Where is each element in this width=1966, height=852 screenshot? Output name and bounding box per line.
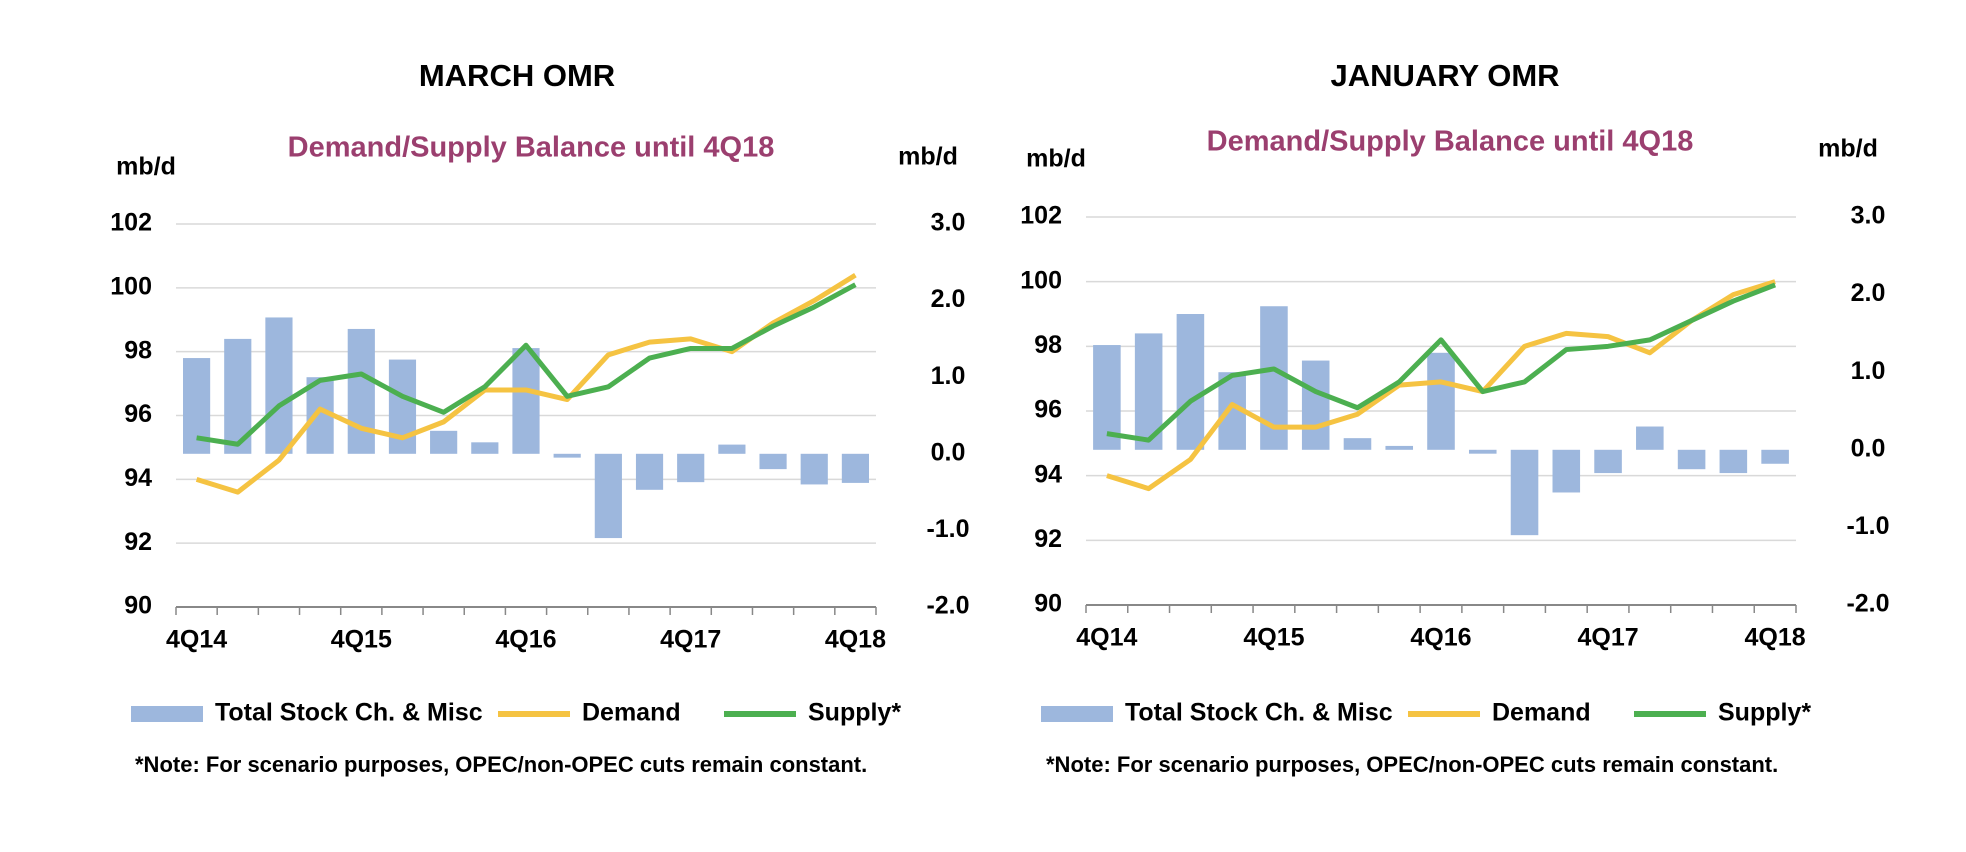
bar [1761, 449, 1789, 464]
bar [1636, 426, 1664, 450]
x-tick-label: 4Q17 [660, 626, 721, 654]
bar [800, 453, 828, 485]
bar [1385, 445, 1414, 450]
legend-label: Supply* [1718, 699, 1811, 727]
bar [512, 348, 540, 454]
legend-swatch [131, 706, 203, 722]
legend-label: Supply* [808, 699, 901, 727]
legend-swatch [1041, 706, 1113, 722]
bar [1093, 345, 1121, 450]
bar [1677, 449, 1706, 470]
chart-subtitle: Demand/Supply Balance until 4Q18 [288, 132, 775, 164]
x-tick-label: 4Q15 [1243, 624, 1304, 652]
y2-axis-label: mb/d [1818, 135, 1878, 163]
y-tick-label: 102 [1020, 202, 1062, 230]
y-tick-label: 100 [110, 272, 152, 300]
chart-title: MARCH OMR [419, 58, 615, 93]
bar [759, 453, 787, 470]
y-tick-label: 92 [1034, 525, 1062, 553]
y-tick-label: 94 [124, 464, 152, 492]
y-axis-label: mb/d [116, 153, 176, 181]
y2-tick-label: 0.0 [1851, 434, 1886, 462]
y2-tick-label: 3.0 [1851, 202, 1886, 230]
y-tick-label: 90 [124, 592, 152, 620]
y2-tick-label: 0.0 [931, 438, 966, 466]
y2-tick-label: 1.0 [931, 362, 966, 390]
y-axis-label: mb/d [1026, 145, 1086, 173]
note: *Note: For scenario purposes, OPEC/non-O… [135, 752, 867, 777]
bar [1301, 360, 1330, 450]
y-tick-label: 100 [1020, 266, 1062, 294]
bar [841, 453, 869, 483]
chart-subtitle: Demand/Supply Balance until 4Q18 [1207, 126, 1694, 158]
bar [1719, 449, 1748, 474]
y-tick-label: 90 [1034, 590, 1062, 618]
y2-tick-label: 2.0 [931, 285, 966, 313]
legend-label: Demand [582, 699, 681, 727]
y2-tick-label: -1.0 [926, 515, 969, 543]
y2-tick-label: -2.0 [1846, 590, 1889, 618]
y-tick-label: 92 [124, 528, 152, 556]
line [1106, 279, 1776, 492]
bar [1510, 449, 1539, 536]
bar [1552, 449, 1581, 493]
y2-tick-label: -2.0 [926, 592, 969, 620]
y-tick-label: 98 [124, 336, 152, 364]
legend-label: Total Stock Ch. & Misc [1125, 699, 1393, 727]
legend-label: Demand [1492, 699, 1591, 727]
line [1106, 282, 1777, 443]
bar [677, 453, 705, 483]
x-tick-label: 4Q14 [1076, 624, 1137, 652]
x-tick-label: 4Q16 [495, 626, 556, 654]
y-tick-label: 98 [1034, 331, 1062, 359]
legend-label: Total Stock Ch. & Misc [215, 699, 483, 727]
x-tick-label: 4Q14 [166, 626, 227, 654]
x-tick-label: 4Q16 [1410, 624, 1471, 652]
bar [1427, 352, 1455, 450]
bar [1176, 314, 1205, 450]
y-tick-label: 102 [110, 209, 152, 237]
bar [265, 317, 293, 454]
y2-tick-label: 1.0 [1851, 357, 1886, 385]
bar [1343, 438, 1372, 450]
y2-axis-label: mb/d [898, 143, 958, 171]
y-tick-label: 94 [1034, 460, 1062, 488]
x-tick-label: 4Q17 [1577, 624, 1638, 652]
y-tick-label: 96 [1034, 396, 1062, 424]
bar [553, 453, 581, 458]
bar [1468, 449, 1497, 454]
bar [430, 430, 458, 454]
bar [718, 444, 746, 454]
y-tick-label: 96 [124, 400, 152, 428]
y2-tick-label: -1.0 [1846, 512, 1889, 540]
x-tick-label: 4Q15 [331, 626, 392, 654]
bar [471, 442, 499, 454]
y2-tick-label: 2.0 [1851, 279, 1886, 307]
chart-title: JANUARY OMR [1330, 58, 1559, 93]
x-tick-label: 4Q18 [825, 626, 886, 654]
line [196, 282, 857, 447]
bar [594, 453, 622, 539]
bar [635, 453, 664, 490]
bar [1594, 449, 1622, 474]
note: *Note: For scenario purposes, OPEC/non-O… [1046, 752, 1778, 777]
x-tick-label: 4Q18 [1745, 624, 1806, 652]
y2-tick-label: 3.0 [931, 209, 966, 237]
bar [347, 328, 375, 454]
